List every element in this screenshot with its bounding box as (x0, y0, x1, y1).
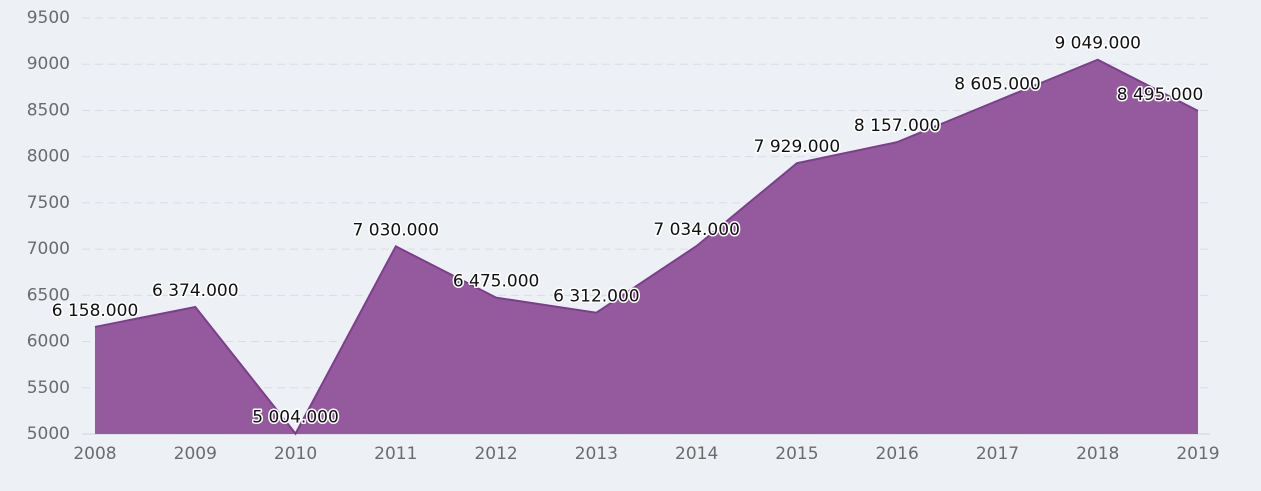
data-label: 6 475.000 (453, 272, 540, 292)
y-tick-label: 9000 (27, 54, 70, 74)
data-label: 7 030.000 (353, 220, 440, 240)
data-label: 8 157.000 (854, 116, 941, 136)
y-tick-label: 5000 (27, 424, 70, 444)
y-tick-label: 7000 (27, 239, 70, 259)
x-tick-label: 2013 (575, 444, 618, 464)
x-tick-label: 2017 (976, 444, 1019, 464)
data-label: 6 158.000 (52, 301, 139, 321)
area-line (94, 58, 1199, 436)
data-label: 7 034.000 (653, 220, 740, 240)
y-tick-label: 9500 (27, 8, 70, 28)
x-tick-label: 2015 (775, 444, 818, 464)
data-label: 7 929.000 (754, 137, 841, 157)
x-tick-label: 2012 (474, 444, 517, 464)
data-label: 8 605.000 (954, 75, 1041, 95)
x-tick-label: 2010 (274, 444, 317, 464)
data-label: 5 004.000 (252, 408, 339, 428)
y-tick-label: 6000 (27, 332, 70, 352)
y-tick-label: 8000 (27, 147, 70, 167)
y-tick-label: 7500 (27, 193, 70, 213)
y-tick-label: 6500 (27, 285, 70, 305)
x-tick-label: 2009 (174, 444, 217, 464)
area (95, 59, 1198, 434)
data-label: 6 374.000 (152, 281, 239, 301)
y-tick-label: 8500 (27, 100, 70, 120)
x-tick-label: 2019 (1176, 444, 1219, 464)
x-tick-label: 2014 (675, 444, 718, 464)
x-tick-label: 2011 (374, 444, 417, 464)
x-tick-label: 2008 (73, 444, 116, 464)
x-tick-label: 2016 (876, 444, 919, 464)
x-tick-label: 2018 (1076, 444, 1119, 464)
data-label: 8 495.000 (1117, 85, 1204, 105)
data-label: 9 049.000 (1054, 34, 1141, 54)
y-tick-label: 5500 (27, 378, 70, 398)
data-label: 6 312.000 (553, 287, 640, 307)
